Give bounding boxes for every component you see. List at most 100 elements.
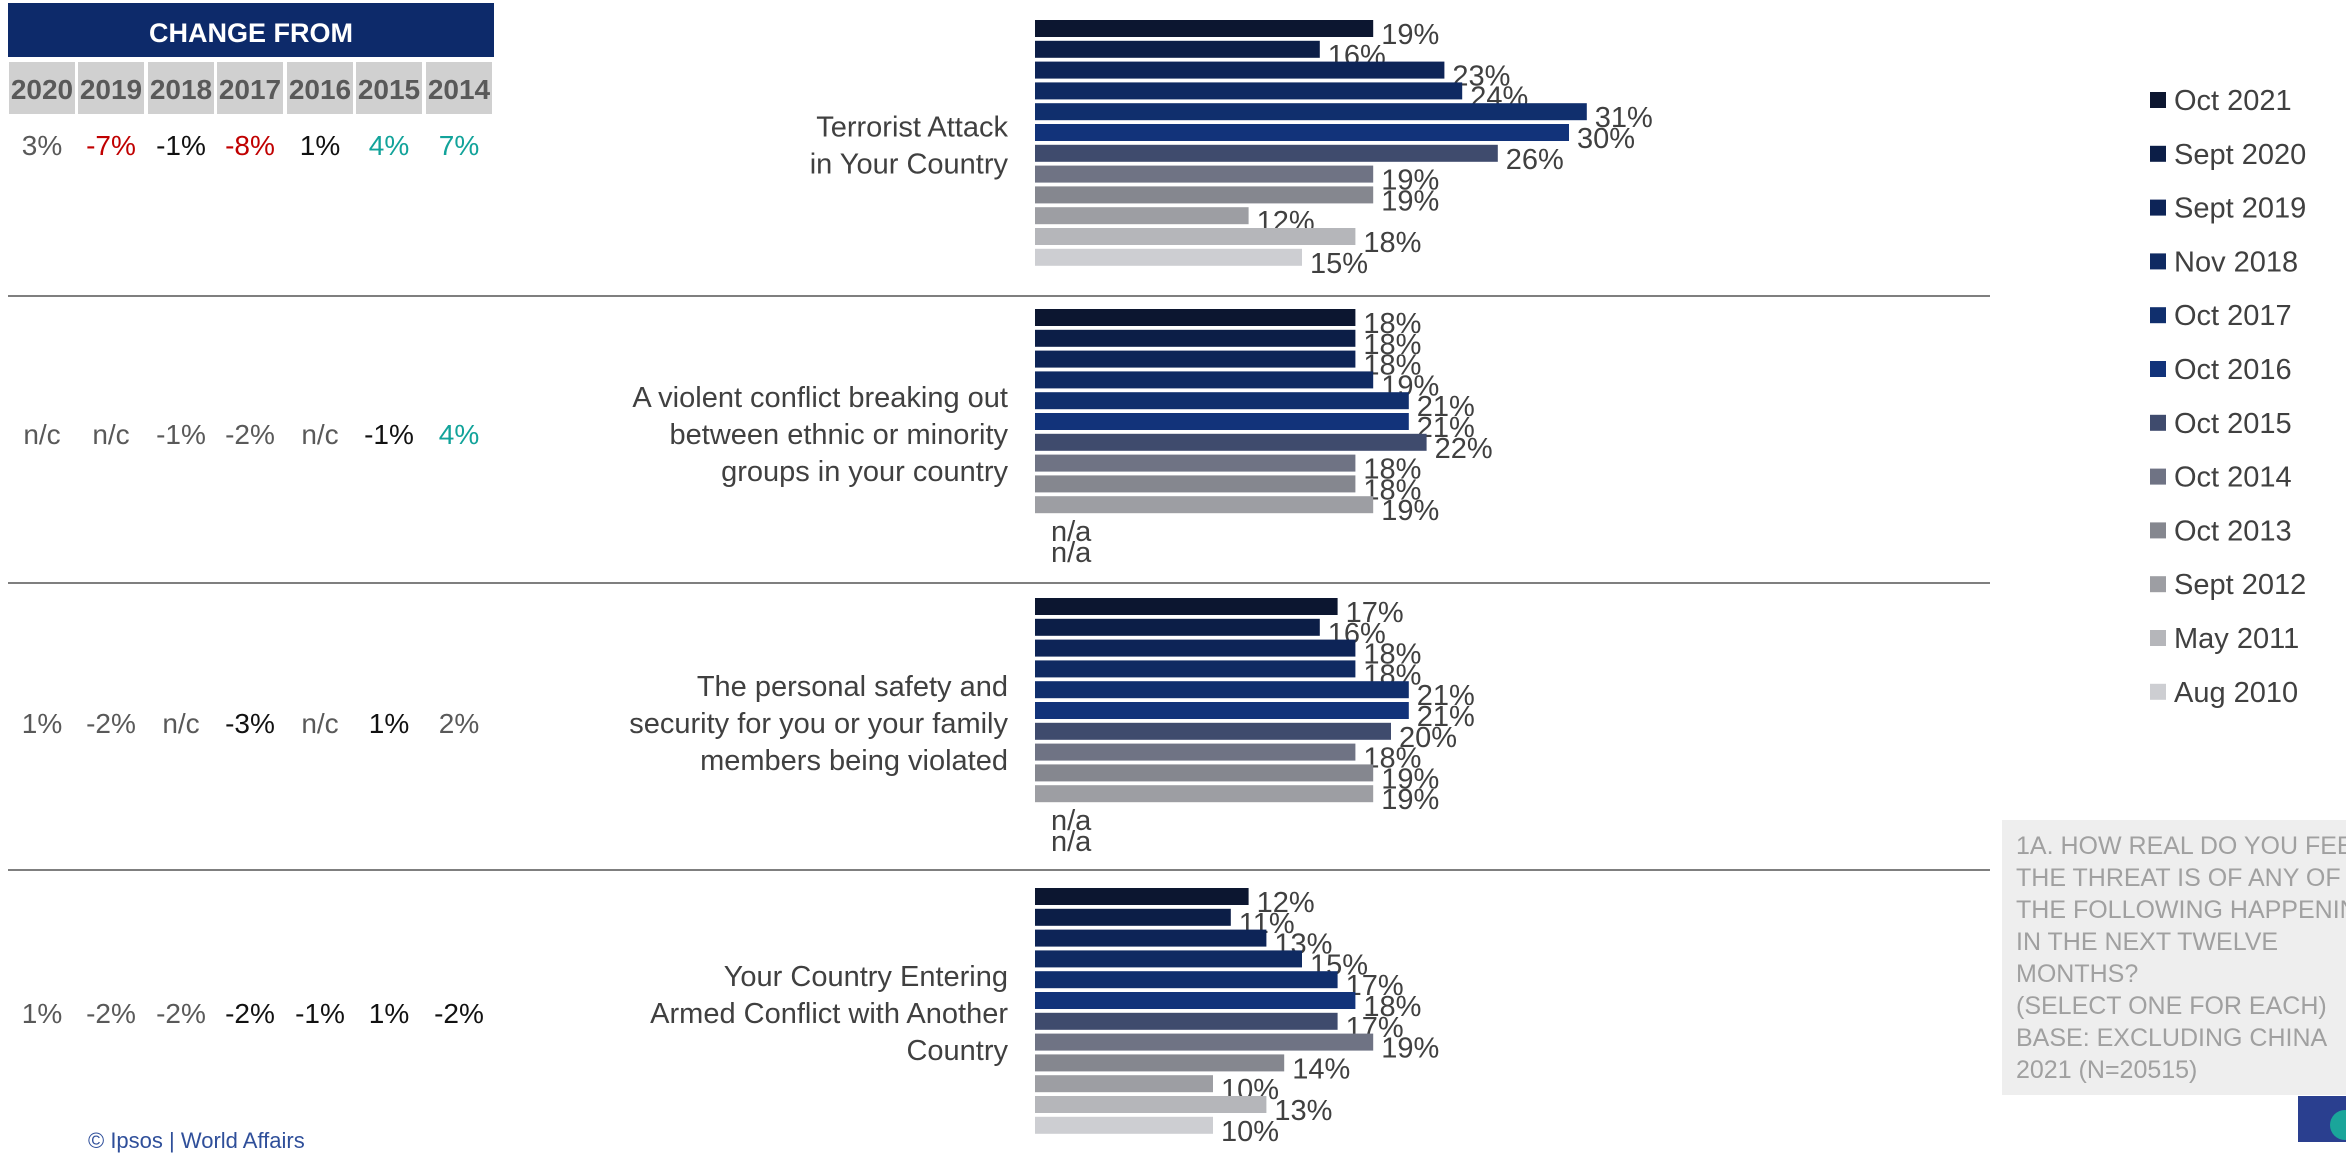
legend-swatch bbox=[2150, 92, 2166, 108]
year-header-2016: 2016 bbox=[289, 74, 351, 105]
data-label: 14% bbox=[1292, 1053, 1350, 1085]
data-label: 19% bbox=[1381, 185, 1439, 217]
bar-oct-2016 bbox=[1035, 992, 1356, 1009]
year-cell-bg bbox=[148, 62, 214, 114]
legend-label: Aug 2010 bbox=[2174, 677, 2298, 709]
year-cell-bg bbox=[287, 62, 353, 114]
bar-oct-2013 bbox=[1035, 1054, 1285, 1072]
bar-sept-2012 bbox=[1035, 496, 1374, 514]
question-note: 1A. HOW REAL DO YOU FEEL THE THREAT IS O… bbox=[2002, 820, 2346, 1095]
bar-oct-2014 bbox=[1035, 165, 1374, 183]
bar-sept-2020 bbox=[1035, 40, 1320, 58]
change-value: -2% bbox=[86, 708, 136, 739]
bar-sept-2012 bbox=[1035, 785, 1374, 803]
data-label: 13% bbox=[1274, 1095, 1332, 1127]
note-line: 1A. HOW REAL DO YOU FEEL bbox=[2016, 832, 2346, 860]
note-line: MONTHS? bbox=[2016, 960, 2139, 988]
legend-swatch bbox=[2150, 253, 2166, 270]
legend-swatch bbox=[2150, 199, 2166, 216]
legend-swatch bbox=[2150, 522, 2166, 539]
bar-sept-2019 bbox=[1035, 61, 1445, 79]
bar-oct-2014 bbox=[1035, 1033, 1374, 1051]
change-header-title: CHANGE FROM bbox=[149, 18, 353, 48]
note-line: 2021 (N=20515) bbox=[2016, 1056, 2198, 1084]
change-value: 1% bbox=[369, 998, 409, 1029]
legend-label: Oct 2015 bbox=[2174, 408, 2292, 440]
bar-oct-2017 bbox=[1035, 971, 1338, 989]
year-cell-bg bbox=[217, 62, 283, 114]
data-label-na: n/a bbox=[1051, 516, 1092, 548]
data-label: 21% bbox=[1417, 680, 1475, 712]
bar-oct-2016 bbox=[1035, 124, 1569, 141]
data-label: 19% bbox=[1381, 763, 1439, 795]
data-label: 18% bbox=[1363, 329, 1421, 361]
bar-oct-2016 bbox=[1035, 702, 1409, 719]
data-label: 18% bbox=[1363, 308, 1421, 340]
logo-dot-icon bbox=[2330, 1110, 2346, 1140]
bar-may-2011 bbox=[1035, 1096, 1267, 1113]
copyright-text: © Ipsos | World Affairs bbox=[88, 1128, 305, 1153]
change-value: -2% bbox=[156, 998, 206, 1029]
year-header-2018: 2018 bbox=[150, 74, 212, 105]
data-label-na: n/a bbox=[1051, 805, 1092, 837]
legend-label: Sept 2012 bbox=[2174, 569, 2306, 601]
category-label: Armed Conflict with Another bbox=[650, 998, 1008, 1030]
bar-oct-2014 bbox=[1035, 743, 1356, 761]
change-value: 4% bbox=[369, 130, 409, 161]
category-label: Country bbox=[906, 1035, 1008, 1067]
change-value: -7% bbox=[86, 130, 136, 161]
category-label: A violent conflict breaking out bbox=[632, 382, 1008, 414]
bar-oct-2021 bbox=[1035, 20, 1374, 37]
data-label: 20% bbox=[1399, 722, 1457, 754]
bar-oct-2016 bbox=[1035, 413, 1409, 430]
change-value: -8% bbox=[225, 130, 275, 161]
change-value: n/c bbox=[301, 419, 338, 450]
data-label: 12% bbox=[1257, 887, 1315, 919]
change-value: -1% bbox=[156, 419, 206, 450]
data-label: 10% bbox=[1221, 1116, 1279, 1142]
category-label: members being violated bbox=[700, 745, 1008, 777]
change-value: 1% bbox=[300, 130, 340, 161]
bar-oct-2015 bbox=[1035, 1012, 1338, 1030]
note-line: IN THE NEXT TWELVE bbox=[2016, 928, 2279, 956]
bar-sept-2012 bbox=[1035, 1075, 1213, 1093]
data-label: 31% bbox=[1595, 102, 1653, 134]
data-label: 19% bbox=[1381, 165, 1439, 197]
change-value: n/c bbox=[23, 419, 60, 450]
change-value: -2% bbox=[434, 998, 484, 1029]
legend-label: Sept 2020 bbox=[2174, 139, 2306, 171]
change-value: -2% bbox=[225, 998, 275, 1029]
year-cell-bg bbox=[426, 62, 492, 114]
legend-label: Oct 2017 bbox=[2174, 300, 2292, 332]
category-label: groups in your country bbox=[721, 456, 1008, 488]
bar-oct-2013 bbox=[1035, 186, 1374, 204]
bar-oct-2015 bbox=[1035, 144, 1498, 162]
legend-swatch bbox=[2150, 683, 2166, 700]
change-header-bg bbox=[8, 3, 494, 57]
year-header-2019: 2019 bbox=[80, 74, 142, 105]
category-label: in Your Country bbox=[810, 148, 1009, 180]
legend-label: Oct 2016 bbox=[2174, 354, 2292, 386]
change-value: -1% bbox=[295, 998, 345, 1029]
bar-sept-2019 bbox=[1035, 350, 1356, 368]
legend-label: Oct 2021 bbox=[2174, 85, 2292, 117]
note-line: THE THREAT IS OF ANY OF bbox=[2016, 864, 2341, 892]
data-label: 22% bbox=[1435, 433, 1493, 465]
legend-swatch bbox=[2150, 576, 2166, 593]
data-label: 19% bbox=[1381, 19, 1439, 51]
legend-swatch bbox=[2150, 468, 2166, 485]
category-label: Your Country Entering bbox=[724, 961, 1008, 993]
legend-swatch bbox=[2150, 145, 2166, 162]
data-label: 21% bbox=[1417, 701, 1475, 733]
legend-swatch bbox=[2150, 307, 2166, 324]
change-value: n/c bbox=[301, 708, 338, 739]
year-cell-bg bbox=[9, 62, 75, 114]
category-label: The personal safety and bbox=[697, 671, 1008, 703]
legend-label: Oct 2014 bbox=[2174, 462, 2292, 494]
data-label: 18% bbox=[1363, 991, 1421, 1023]
bar-nov-2018 bbox=[1035, 660, 1356, 678]
change-value: 2% bbox=[439, 708, 479, 739]
bar-sept-2019 bbox=[1035, 639, 1356, 657]
bar-oct-2021 bbox=[1035, 598, 1338, 615]
bar-may-2011 bbox=[1035, 228, 1356, 245]
